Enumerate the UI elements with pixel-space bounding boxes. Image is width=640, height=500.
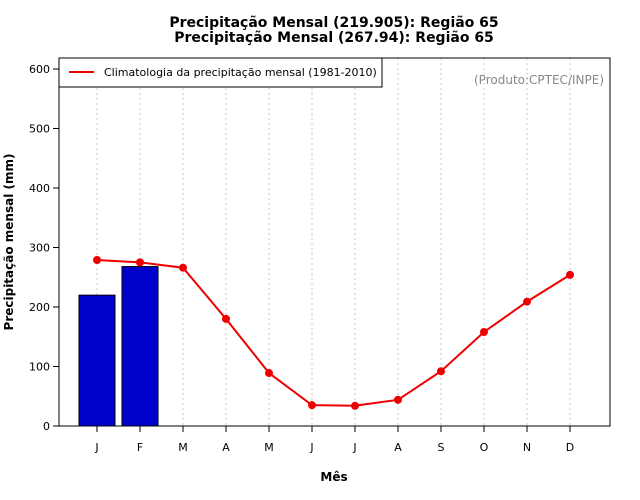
x-tick-label: N: [523, 441, 531, 454]
series-point: [351, 401, 359, 410]
series-point: [523, 297, 531, 306]
x-tick-label: J: [352, 441, 356, 454]
bar: [121, 266, 159, 427]
series-point: [93, 255, 101, 264]
series-point: [308, 401, 316, 410]
legend-box: [58, 57, 383, 88]
series-point: [179, 263, 187, 272]
climatology-series: [93, 255, 574, 410]
x-tick-label: S: [438, 441, 445, 454]
series-line: [96, 258, 571, 407]
series-point: [265, 369, 273, 378]
bar: [78, 294, 116, 427]
bars: [78, 266, 159, 427]
x-tick-label: O: [480, 441, 489, 454]
series-point: [480, 327, 488, 336]
y-axis-label: Precipitação mensal (mm): [2, 154, 16, 331]
y-tick-label: 100: [29, 361, 50, 374]
chart-title-line1: Precipitação Mensal (219.905): Região 65: [169, 15, 498, 31]
legend-label: Climatologia da precipitação mensal (198…: [104, 66, 377, 79]
y-axis: 0 100 200 300 400 500 600: [29, 63, 59, 433]
x-tick-label: J: [309, 441, 313, 454]
y-tick-label: 0: [43, 420, 50, 433]
series-point: [136, 258, 144, 267]
series-point: [437, 367, 445, 376]
y-tick-label: 400: [29, 182, 50, 195]
y-tick-label: 500: [29, 123, 50, 136]
x-tick-label: F: [137, 441, 143, 454]
x-tick-label: M: [264, 441, 274, 454]
product-credit: (Produto:CPTEC/INPE): [474, 73, 604, 87]
series-point: [394, 395, 402, 404]
series-point: [566, 270, 574, 279]
x-tick-label: A: [394, 441, 402, 454]
y-tick-label: 300: [29, 242, 50, 255]
y-tick-label: 600: [29, 63, 50, 76]
grid-lines: [96, 58, 571, 426]
chart-title-line2: Precipitação Mensal (267.94): Região 65: [174, 30, 494, 46]
series-point: [222, 314, 230, 323]
x-axis-label: Mês: [320, 470, 347, 484]
legend: Climatologia da precipitação mensal (198…: [58, 57, 383, 88]
x-tick-label: D: [566, 441, 574, 454]
x-tick-label: J: [94, 441, 98, 454]
y-tick-label: 200: [29, 301, 50, 314]
x-tick-label: M: [178, 441, 188, 454]
x-tick-label: A: [222, 441, 230, 454]
